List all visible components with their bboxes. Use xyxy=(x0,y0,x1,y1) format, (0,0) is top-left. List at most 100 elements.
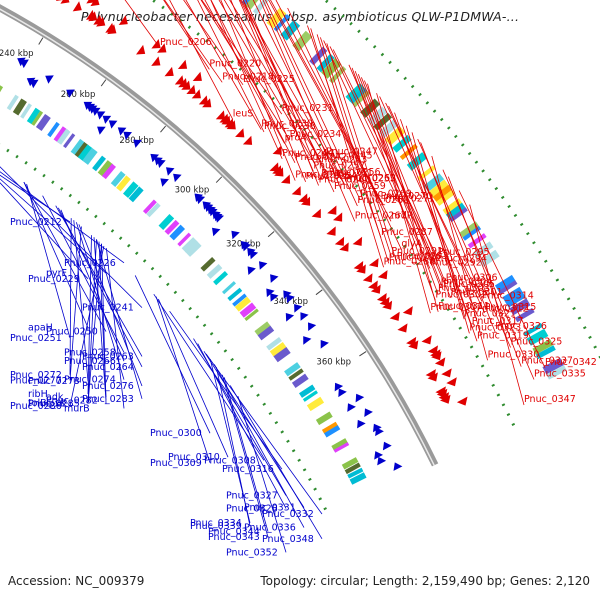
label-leader-line xyxy=(0,166,143,308)
label-leader-line xyxy=(0,171,125,264)
label-leader-line xyxy=(23,181,89,328)
gene-label: Pnuc_0250 xyxy=(46,327,98,338)
backbone-highlight xyxy=(0,8,435,466)
tick-label: 260 kbp xyxy=(61,90,96,100)
gene-label: Pnuc_0290 xyxy=(389,252,441,263)
label-leader-line xyxy=(101,243,107,404)
cog-block xyxy=(299,384,316,398)
cog-block xyxy=(324,425,341,438)
gene-label: Pnuc_0287 xyxy=(381,227,433,238)
cog-block xyxy=(206,264,223,279)
cog-block xyxy=(257,325,275,341)
gene-label: Pnuc_0276 xyxy=(82,381,134,392)
cog-block xyxy=(291,373,309,388)
reverse-gene-arrow xyxy=(377,456,387,466)
label-leader-line xyxy=(223,377,269,532)
gene-label: Pnuc_0231 xyxy=(282,103,334,114)
backbone-arc xyxy=(0,4,439,467)
gene-label: Pnuc_0286 xyxy=(10,401,62,412)
label-leader-line xyxy=(124,0,161,49)
forward-gene-arrow xyxy=(186,84,196,94)
forward-gene-arrow xyxy=(333,212,343,222)
label-leader-line xyxy=(158,298,229,458)
cog-block xyxy=(169,224,186,241)
forward-gene-arrow xyxy=(274,167,284,177)
cog-block xyxy=(523,322,544,337)
forward-gene-arrow xyxy=(377,270,388,280)
reverse-gene-arrow xyxy=(20,59,29,69)
tick-mark xyxy=(215,176,223,183)
label-leader-line xyxy=(215,366,251,527)
cog-block xyxy=(12,98,27,116)
label-leader-line xyxy=(405,125,465,320)
cog-block xyxy=(546,365,567,380)
cog-block xyxy=(184,240,202,257)
cog-block xyxy=(177,232,192,247)
cog-block xyxy=(349,472,367,485)
cog-block xyxy=(526,328,549,346)
forward-gene-arrow xyxy=(446,377,457,387)
gene-arrow-tracks xyxy=(17,0,468,471)
label-leader-line xyxy=(169,310,283,470)
gene-label: Pnuc_0321 xyxy=(464,308,516,319)
cog-block xyxy=(164,219,180,235)
cog-block xyxy=(273,346,291,363)
label-leader-line xyxy=(242,0,335,193)
forward-gene-arrow xyxy=(86,0,96,4)
cog-block xyxy=(292,30,313,52)
reverse-gene-arrow xyxy=(249,250,259,260)
cog-block xyxy=(101,163,116,180)
cog-block xyxy=(244,308,259,321)
gene-label: Pnuc_0334 xyxy=(190,518,242,529)
cog-block xyxy=(535,345,556,360)
gene-label: Pnuc_0282 xyxy=(46,395,98,406)
label-leader-line xyxy=(57,207,143,367)
label-leader-line xyxy=(200,0,290,141)
forward-gene-arrow xyxy=(235,128,245,138)
forward-gene-arrow xyxy=(326,226,336,236)
cog-feature-ring xyxy=(0,0,567,485)
label-leader-line xyxy=(351,67,436,301)
forward-gene-arrow xyxy=(90,0,100,7)
reverse-gene-arrow xyxy=(373,423,382,433)
tick-mark xyxy=(315,289,323,296)
cog-block xyxy=(234,296,252,312)
reverse-gene-arrow xyxy=(357,419,366,429)
forward-gene-arrow xyxy=(192,71,202,81)
gene-label: Pnuc_0245 xyxy=(321,150,373,161)
forward-gene-arrow xyxy=(72,1,82,12)
label-leader-line xyxy=(367,83,431,314)
gene-label: Pnuc_0220 xyxy=(209,58,261,69)
cog-block xyxy=(449,207,468,223)
gene-label: Pnuc_0273 xyxy=(28,376,80,387)
gene-label: Pnuc_0305 xyxy=(443,279,495,290)
label-leader-line xyxy=(26,183,71,339)
cog-block xyxy=(269,342,287,357)
cog-block xyxy=(122,181,139,198)
cog-block xyxy=(128,186,144,203)
gene-label: Pnuc_0348 xyxy=(262,534,314,545)
label-leader-line xyxy=(411,132,470,334)
label-leader-line xyxy=(0,174,71,223)
cog-block xyxy=(352,90,371,108)
gene-label: Pnuc_0332 xyxy=(262,509,314,520)
reverse-gene-arrow xyxy=(300,312,309,321)
tick-mark xyxy=(267,231,275,238)
gene-label: Pnuc_0312 xyxy=(477,303,529,314)
gene-label: Pnuc_0301 xyxy=(451,287,503,298)
label-leader-line xyxy=(252,0,345,185)
reverse-gene-arrow xyxy=(375,427,384,437)
cog-block xyxy=(315,411,333,426)
forward-gene-arrow xyxy=(368,280,378,290)
label-leader-line xyxy=(93,237,107,401)
reverse-gene-arrow xyxy=(270,274,279,283)
label-leader-line xyxy=(169,0,234,120)
forward-gene-arrow xyxy=(221,115,231,125)
forward-gene-arrow xyxy=(408,340,419,350)
forward-gene-arrow xyxy=(181,80,191,90)
forward-gene-arrow xyxy=(456,396,468,406)
gene-label: Pnuc_0326 xyxy=(495,321,547,332)
label-leader-line xyxy=(164,0,223,83)
gene-label: Pnuc_0251 xyxy=(10,333,62,344)
